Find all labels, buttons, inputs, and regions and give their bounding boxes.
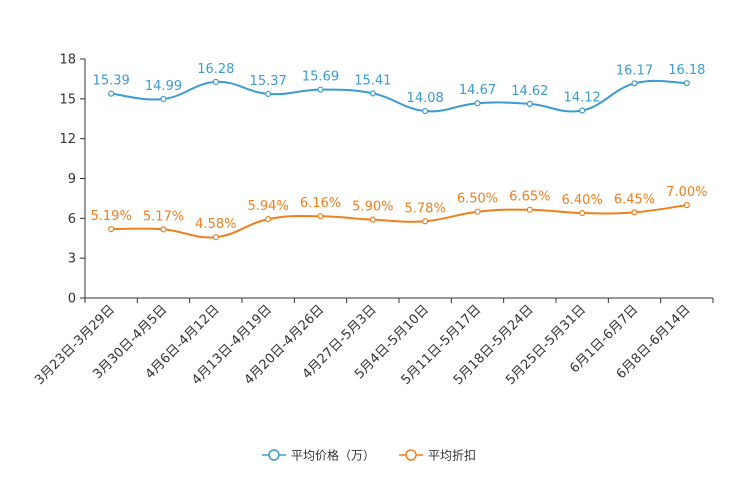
data-point[interactable]	[160, 95, 167, 103]
data-point[interactable]	[683, 80, 690, 87]
y-tick-label: 18	[59, 53, 76, 68]
data-point[interactable]	[422, 107, 429, 115]
legend-label: 平均折扣	[428, 448, 476, 463]
data-point[interactable]	[317, 86, 324, 93]
series-line	[111, 204, 687, 239]
series-line	[111, 79, 687, 113]
series-1: 15.39 14.99 16.28 15.37 15.69 15.41 14.08 14.67…	[93, 62, 705, 115]
data-label: 15.41	[354, 73, 391, 88]
data-point[interactable]	[108, 225, 115, 233]
data-label: 5.17%	[143, 209, 184, 224]
data-label: 5.78%	[405, 201, 446, 216]
data-point[interactable]	[579, 107, 586, 114]
legend-label: 平均价格（万）	[291, 448, 375, 463]
data-label: 5.19%	[91, 209, 132, 224]
data-label: 6.40%	[562, 193, 603, 208]
data-point[interactable]	[317, 213, 324, 220]
data-point[interactable]	[265, 216, 272, 223]
y-axis: 0 3 6 9 12 15 18	[59, 53, 86, 307]
data-label: 6.65%	[509, 190, 550, 205]
data-point[interactable]	[369, 90, 376, 97]
data-point[interactable]	[526, 100, 533, 107]
y-tick-label: 6	[68, 212, 76, 227]
data-label: 6.45%	[614, 192, 655, 207]
data-label: 5.94%	[248, 199, 289, 214]
y-tick-label: 15	[59, 92, 76, 107]
data-label: 4.58%	[195, 217, 236, 232]
data-point[interactable]	[631, 80, 638, 87]
legend[interactable]: 平均价格（万） 平均折扣	[262, 448, 476, 463]
data-label: 14.08	[407, 91, 444, 106]
legend-item-1[interactable]: 平均价格（万）	[262, 448, 375, 463]
data-label: 16.28	[197, 62, 234, 77]
data-point[interactable]	[265, 90, 272, 98]
data-label: 14.62	[511, 84, 548, 99]
data-label: 6.16%	[300, 196, 341, 211]
data-label: 16.17	[616, 63, 653, 78]
data-point[interactable]	[526, 206, 533, 213]
data-label: 16.18	[668, 63, 705, 78]
data-label: 14.67	[459, 83, 496, 98]
data-label: 14.12	[564, 91, 601, 106]
legend-marker	[268, 449, 280, 461]
data-label: 6.50%	[457, 192, 498, 207]
data-point[interactable]	[212, 78, 219, 85]
data-point[interactable]	[579, 209, 586, 217]
data-point[interactable]	[108, 90, 115, 97]
legend-marker	[405, 449, 417, 461]
data-label: 7.00%	[666, 185, 707, 200]
data-point[interactable]	[369, 216, 376, 223]
series-layer: 15.39 14.99 16.28 15.37 15.69 15.41 14.08 14.67…	[91, 62, 707, 241]
y-tick-label: 0	[68, 292, 76, 307]
legend-item-2[interactable]: 平均折扣	[399, 448, 476, 463]
y-tick-label: 3	[68, 252, 76, 267]
y-tick-label: 12	[59, 132, 76, 147]
data-point[interactable]	[683, 201, 690, 209]
data-label: 5.90%	[352, 200, 393, 215]
data-label: 15.69	[302, 70, 339, 85]
data-point[interactable]	[212, 234, 219, 241]
data-point[interactable]	[474, 208, 481, 215]
data-label: 15.37	[250, 74, 287, 89]
data-label: 15.39	[93, 74, 130, 89]
data-point[interactable]	[631, 209, 638, 216]
x-axis: 3月23日-3月29日3月30日-4月5日4月6日-4月12日4月13日-4月1…	[32, 297, 714, 388]
y-tick-label: 9	[68, 172, 76, 187]
data-point[interactable]	[160, 226, 167, 233]
series-2: 5.19% 5.17% 4.58% 5.94% 6.16% 5.90% 5.78% 6.50%…	[91, 185, 707, 241]
data-point[interactable]	[422, 218, 429, 225]
data-label: 14.99	[145, 79, 182, 94]
data-point[interactable]	[474, 100, 481, 107]
